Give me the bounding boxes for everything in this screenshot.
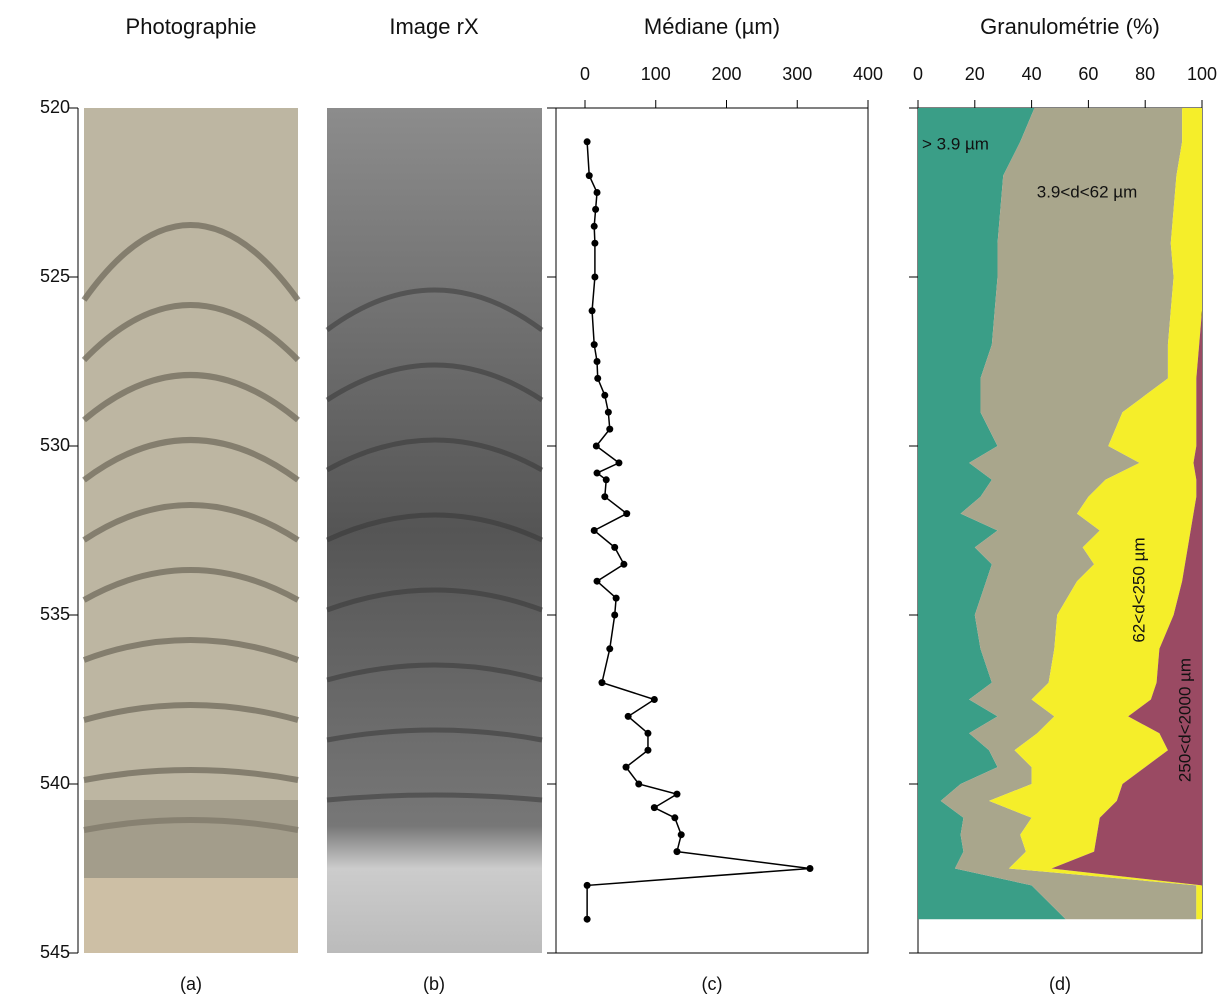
x-tick-label: 80: [1135, 64, 1155, 84]
point: [611, 543, 619, 551]
point: [650, 696, 658, 703]
point: [620, 560, 628, 568]
x-tick-label: 60: [1078, 64, 1098, 84]
y-tick-label: 540: [40, 773, 70, 793]
point: [585, 172, 593, 180]
panel-label: (a): [180, 974, 202, 994]
point: [583, 138, 591, 146]
x-tick-label: 400: [853, 64, 883, 84]
series-label: 250<d<2000 µm: [1175, 658, 1194, 782]
x-tick-label: 0: [580, 64, 590, 84]
x-tick-label: 40: [1022, 64, 1042, 84]
chart-title: Granulométrie (%): [980, 14, 1160, 39]
point: [601, 493, 609, 501]
point: [591, 239, 599, 247]
point: [593, 189, 601, 196]
panel-title: Photographie: [126, 14, 257, 39]
y-tick-label: 545: [40, 942, 70, 962]
point: [622, 763, 630, 771]
x-tick-label: 0: [913, 64, 923, 84]
point: [615, 459, 623, 467]
series-label: 62<d<250 µm: [1129, 537, 1148, 642]
y-tick-label: 520: [40, 97, 70, 117]
point: [593, 358, 601, 365]
panel-label: (b): [423, 974, 445, 994]
point: [583, 881, 591, 889]
chart-title: Médiane (µm): [644, 14, 780, 39]
point: [612, 594, 620, 602]
point: [594, 374, 602, 382]
photo-panel: [81, 108, 301, 953]
point: [593, 577, 601, 585]
point: [673, 848, 681, 856]
point: [806, 865, 814, 872]
x-tick-label: 100: [641, 64, 671, 84]
point: [606, 645, 614, 653]
x-tick-label: 100: [1187, 64, 1217, 84]
frame-c: [555, 107, 869, 954]
panel-label: (d): [1049, 974, 1071, 994]
fraction-area: [940, 108, 1197, 920]
median-line: [586, 141, 811, 920]
point: [591, 273, 599, 281]
point: [644, 746, 652, 754]
series-label: 3.9<d<62 µm: [1037, 182, 1138, 201]
y-tick-label: 535: [40, 604, 70, 624]
point: [611, 611, 619, 619]
point: [623, 510, 631, 518]
xray-panel: [325, 108, 544, 953]
fraction-area: [918, 108, 1066, 920]
x-tick-label: 300: [782, 64, 812, 84]
point: [671, 814, 679, 822]
y-tick-label: 525: [40, 266, 70, 286]
point: [590, 341, 598, 349]
point: [644, 729, 652, 737]
point: [583, 915, 591, 923]
point: [588, 307, 596, 315]
point: [673, 790, 681, 798]
point: [592, 205, 600, 213]
point: [592, 442, 600, 450]
point: [624, 712, 632, 720]
series-label: > 3.9 µm: [922, 134, 989, 153]
y-tick-label: 530: [40, 435, 70, 455]
panel-label: (c): [702, 974, 723, 994]
x-tick-label: 200: [711, 64, 741, 84]
fraction-area: [1051, 108, 1202, 920]
point: [602, 476, 610, 484]
point: [677, 831, 685, 839]
point: [601, 391, 609, 399]
fraction-area: [989, 108, 1202, 920]
point: [604, 408, 612, 416]
point: [635, 780, 643, 788]
point: [590, 527, 598, 534]
point: [598, 679, 606, 687]
point: [590, 222, 598, 230]
point: [593, 469, 601, 477]
point: [650, 804, 658, 812]
x-tick-label: 20: [965, 64, 985, 84]
panel-title: Image rX: [389, 14, 479, 39]
point: [606, 425, 614, 433]
